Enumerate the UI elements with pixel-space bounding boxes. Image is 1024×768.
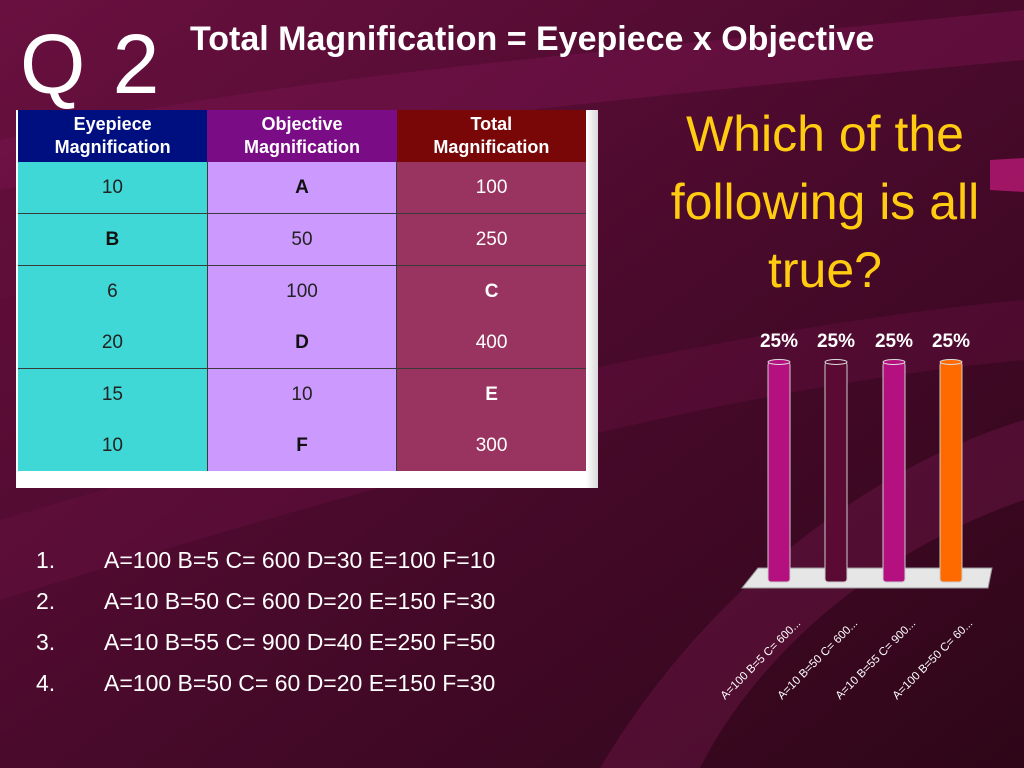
header-objective-line2: Magnification	[243, 137, 360, 157]
chart-bar-2	[824, 359, 848, 583]
chart-value-label: 25%	[932, 331, 970, 352]
chart-bar-body	[824, 361, 848, 583]
header-total: Total Magnification	[396, 110, 586, 162]
answer-number: 1.	[36, 547, 56, 573]
chart-bar-cap	[824, 359, 848, 365]
answer-text: A=100 B=5 C= 600 D=30 E=100 F=10	[104, 547, 496, 573]
chart-bar-cap	[939, 359, 963, 365]
chart-bar-cap	[767, 359, 791, 365]
table-cell: C	[396, 265, 586, 317]
chart-value-label: 25%	[817, 331, 855, 352]
chart-bar-1	[767, 359, 791, 583]
chart-bar-cap	[882, 359, 906, 365]
answer-number: 3.	[36, 629, 56, 655]
answer-text: A=10 B=50 C= 600 D=20 E=150 F=30	[104, 588, 496, 614]
table-cell: 250	[396, 213, 586, 266]
table-cell: 300	[396, 420, 586, 471]
chart-value-label: 25%	[760, 331, 798, 352]
answer-number: 2.	[36, 588, 56, 614]
chart-value-label: 25%	[875, 331, 913, 352]
table-shadow	[586, 110, 598, 488]
chart-bar-body	[767, 361, 791, 583]
slide-title: Total Magnification = Eyepiece x Objecti…	[190, 20, 875, 58]
table-cell: B	[18, 213, 208, 266]
answer-text: A=10 B=55 C= 900 D=40 E=250 F=50	[104, 629, 496, 655]
header-total-line2: Magnification	[433, 137, 550, 157]
chart-bar-body	[939, 361, 963, 583]
table-cell: 400	[396, 317, 586, 369]
table-row: 6 100 C	[18, 265, 586, 317]
table-header-row: Eyepiece Magnification Objective Magnifi…	[18, 110, 586, 162]
header-objective: Objective Magnification	[207, 110, 397, 162]
table-cell: F	[206, 420, 397, 471]
header-eyepiece-line1: Eyepiece	[73, 114, 152, 134]
chart-bar-body	[882, 361, 906, 583]
table-cell: 20	[18, 317, 208, 369]
table-row: B 50 250	[18, 213, 586, 266]
magnification-table: Eyepiece Magnification Objective Magnifi…	[18, 110, 586, 471]
header-total-line1: Total	[470, 114, 513, 134]
table-row: 20 D 400	[18, 317, 586, 369]
response-bar-chart: 25%A=100 B=5 C= 600...25%A=10 B=50 C= 60…	[719, 331, 993, 702]
table-cell: D	[206, 317, 397, 369]
chart-bar-4	[939, 359, 963, 583]
answer-text: A=100 B=50 C= 60 D=20 E=150 F=30	[104, 670, 496, 696]
table-cell: 10	[206, 368, 397, 420]
table-row: 10 F 300	[18, 420, 586, 471]
table-cell: 15	[18, 368, 208, 420]
table-row: 15 10 E	[18, 368, 586, 420]
chart-bar-3	[882, 359, 906, 583]
question-text: Which of the following is all true?	[670, 106, 980, 298]
table-cell: A	[206, 162, 397, 214]
table-cell: E	[396, 368, 586, 420]
table-cell: 6	[18, 265, 208, 317]
table-cell: 10	[18, 420, 208, 471]
table-cell: 50	[206, 213, 397, 266]
magnification-table-frame: Eyepiece Magnification Objective Magnifi…	[16, 110, 598, 488]
table-cell: 100	[396, 162, 586, 214]
table-cell: 10	[18, 162, 208, 214]
chart-floor	[740, 567, 993, 589]
answer-number: 4.	[36, 670, 56, 696]
question-number: Q 2	[20, 17, 162, 111]
table-row: 10 A 100	[18, 162, 586, 214]
header-eyepiece: Eyepiece Magnification	[18, 110, 208, 162]
header-objective-line1: Objective	[261, 114, 343, 134]
header-eyepiece-line2: Magnification	[54, 137, 171, 157]
table-cell: 100	[206, 265, 397, 317]
